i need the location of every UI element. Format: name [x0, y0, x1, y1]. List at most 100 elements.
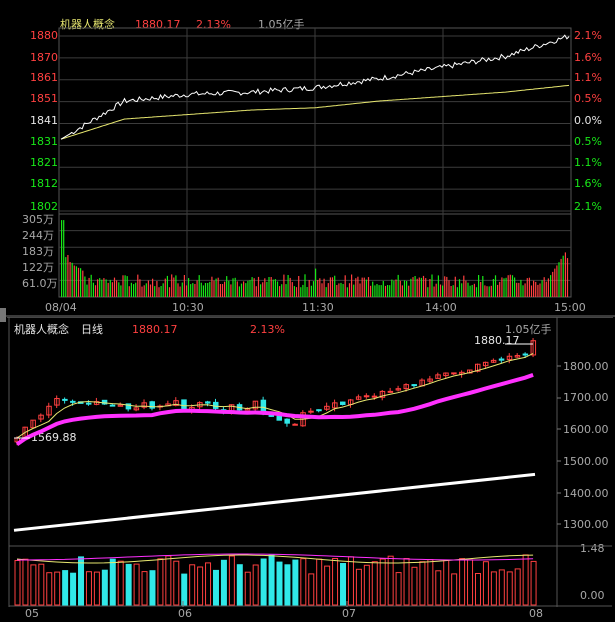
volume-bar: [276, 561, 283, 606]
volume-bar: [535, 281, 537, 297]
volume-bar: [190, 284, 192, 297]
volume-bar: [429, 279, 431, 297]
volume-bar: [117, 560, 124, 606]
candle-body: [451, 372, 457, 375]
volume-bar: [342, 284, 344, 297]
volume-bar: [528, 277, 530, 297]
volume-bar: [395, 572, 402, 606]
price-tick: 1880: [30, 29, 58, 42]
candle-body: [212, 401, 219, 409]
price-tick: 1300.00: [563, 518, 609, 531]
volume-bar: [469, 285, 471, 297]
volume-bar: [465, 280, 467, 297]
volume-bar: [85, 571, 92, 606]
volume-bar: [308, 573, 315, 606]
volume-bar: [135, 282, 137, 297]
volume-bar: [279, 286, 281, 297]
panel-divider[interactable]: [0, 315, 615, 317]
month-tick: 08: [529, 607, 543, 620]
pct-tick: 2.1%: [574, 29, 602, 42]
volume-bar: [287, 275, 289, 297]
volume-bar: [276, 281, 279, 297]
candle-body: [125, 403, 132, 410]
volume-bar: [365, 279, 367, 297]
volume-bar: [490, 571, 497, 606]
volume-bar: [139, 279, 141, 297]
volume-bar: [247, 280, 249, 297]
volume-bar: [300, 558, 307, 606]
volume-bar: [228, 280, 230, 297]
volume-bar: [367, 277, 370, 297]
pct-tick: 0.0%: [574, 114, 602, 127]
volume-bar: [212, 569, 219, 606]
price-tick: 1870: [30, 51, 58, 64]
volume-bar: [397, 274, 399, 297]
volume-bar: [188, 278, 190, 297]
volume-bar: [46, 572, 53, 606]
volume-bar: [240, 283, 243, 297]
volume-bar: [459, 558, 466, 606]
volume-bar: [324, 565, 331, 606]
volume-bar: [427, 287, 429, 297]
daily-period[interactable]: 日线: [81, 323, 103, 336]
month-tick: 07: [342, 607, 356, 620]
volume-bar: [340, 563, 347, 606]
volume-bar: [238, 286, 240, 297]
volume-bar: [410, 278, 412, 297]
candle-body: [85, 402, 92, 405]
volume-bar: [433, 286, 435, 297]
volume-bar: [382, 280, 384, 297]
volume-bar: [543, 277, 545, 297]
daily-volume-tick: 0.00: [580, 589, 605, 602]
volume-tick: 61.0万: [22, 277, 58, 290]
volume-bar: [537, 284, 539, 297]
volume-bar: [97, 279, 99, 297]
volume-bar: [189, 564, 196, 606]
volume-bar: [490, 285, 492, 297]
daily-index-name: 机器人概念: [14, 323, 69, 336]
volume-bar: [173, 560, 180, 606]
volume-bar: [353, 284, 355, 297]
volume-bar: [514, 568, 521, 606]
volume-bar: [558, 262, 560, 297]
candle-body: [324, 405, 330, 410]
daily-chart[interactable]: [0, 317, 615, 622]
volume-bar: [351, 274, 353, 297]
volume-bar: [152, 278, 154, 297]
volume-bar: [165, 555, 172, 606]
volume-bar: [552, 271, 554, 297]
candle-body: [474, 363, 481, 372]
volume-bar: [387, 555, 394, 606]
candle-body: [506, 355, 513, 361]
candle-body: [133, 407, 140, 411]
volume-bar: [425, 278, 427, 297]
volume-bar: [355, 568, 362, 606]
volume-bar: [69, 262, 71, 297]
volume-bar: [526, 278, 528, 297]
volume-bar: [327, 283, 329, 297]
volume-bar: [125, 563, 132, 606]
volume-bar: [295, 287, 298, 297]
volume-bar: [105, 279, 107, 297]
volume-bar: [412, 277, 414, 297]
candle-body: [46, 405, 52, 416]
volume-bar: [501, 277, 503, 297]
volume-bar: [217, 277, 219, 297]
volume-bar: [245, 283, 247, 297]
volume-bar: [562, 255, 564, 297]
volume-bar: [401, 285, 403, 297]
price-tick: 1841: [30, 114, 58, 127]
volume-bar: [207, 283, 209, 297]
volume-bar: [371, 561, 378, 606]
volume-bar: [80, 268, 82, 297]
volume-bar: [281, 284, 283, 297]
panel-resize-handle[interactable]: [0, 308, 6, 322]
volume-bar: [249, 280, 251, 297]
volume-bar: [406, 281, 408, 297]
intraday-chart[interactable]: [0, 0, 615, 315]
candle-body: [308, 410, 314, 413]
volume-bar: [338, 283, 340, 297]
volume-bar: [164, 278, 166, 297]
volume-bar: [419, 561, 426, 606]
volume-bar: [478, 275, 480, 297]
